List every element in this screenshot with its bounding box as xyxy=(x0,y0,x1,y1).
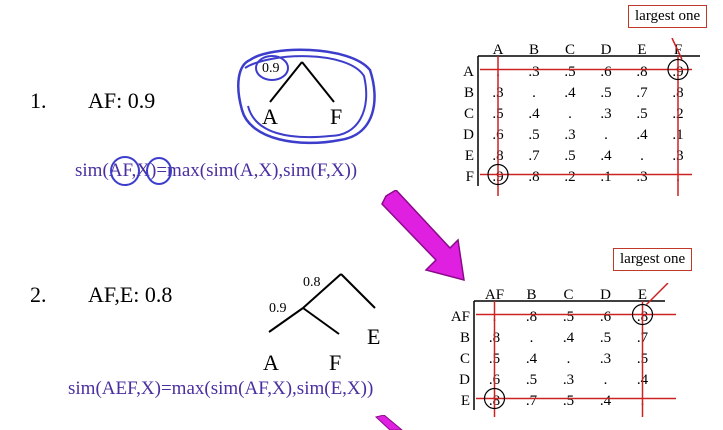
matrix-cell: . xyxy=(604,127,608,143)
step-1-leaf-a: A xyxy=(262,104,278,129)
step-2-leaf-a: A xyxy=(263,350,279,375)
matrix-cell: .5 xyxy=(564,148,575,164)
matrix-cell: .5 xyxy=(528,127,539,143)
step-2-leaf-e: E xyxy=(367,324,380,349)
matrix-cell: .5 xyxy=(600,85,611,101)
step-2-height-inner: 0.9 xyxy=(269,301,287,316)
matrix-col-header: C xyxy=(565,42,575,58)
matrix-cell: .7 xyxy=(528,148,540,164)
matrix-row-header: E xyxy=(461,393,470,409)
matrix-row-header: C xyxy=(460,351,470,367)
matrix-cell: .5 xyxy=(564,64,575,80)
transition-arrow xyxy=(381,190,465,282)
max-circle xyxy=(487,163,509,186)
step-2-matrix: AFBCDEAF..8.5.6.8B.8..4.5.7C.5.4..3.5D.6… xyxy=(451,283,676,417)
matrix-col-header: B xyxy=(526,287,536,303)
matrix-cell: .3 xyxy=(600,351,611,367)
matrix-col-header: D xyxy=(600,287,611,303)
matrix-row-header: B xyxy=(460,330,470,346)
matrix-cell: .4 xyxy=(563,330,575,346)
matrix-cell: .6 xyxy=(600,64,612,80)
matrix-cell: .8 xyxy=(526,309,537,325)
matrix-row-header: E xyxy=(465,148,474,164)
matrix-cell: . xyxy=(567,351,571,367)
step-2-number: 2. xyxy=(30,282,47,307)
matrix-col-header: E xyxy=(638,287,647,303)
matrix-cell: .5 xyxy=(563,393,574,409)
matrix-cell: . xyxy=(640,148,644,164)
callout-pointer xyxy=(671,38,683,60)
pen-scribble-circle xyxy=(237,48,376,145)
step-1-dendrogram: 0.9 A F xyxy=(237,48,376,145)
matrix-col-header: A xyxy=(493,42,504,58)
max-circle xyxy=(483,387,506,410)
step-1-formula: sim(AF,X)=max(sim(A,X),sim(F,X)) xyxy=(75,160,358,181)
matrix-row-header: F xyxy=(466,169,474,185)
step-2-leaf-f: F xyxy=(329,350,341,375)
step-1-label: AF: 0.9 xyxy=(88,88,156,113)
matrix-cell: . xyxy=(568,106,572,122)
matrix-cell: .3 xyxy=(636,169,647,185)
max-circle xyxy=(667,58,689,81)
height-circle xyxy=(255,55,289,81)
step-2-formula: sim(AEF,X)=max(sim(AF,X),sim(E,X)) xyxy=(68,378,374,399)
step-2-label: AF,E: 0.8 xyxy=(88,282,173,307)
step-1-number: 1. xyxy=(30,88,47,113)
matrix-cell: .3 xyxy=(600,106,611,122)
matrix-cell: .3 xyxy=(528,64,539,80)
matrix-cell: .1 xyxy=(600,169,611,185)
max-circle xyxy=(631,303,654,326)
matrix-cell: .3 xyxy=(563,372,574,388)
matrix-cell: .5 xyxy=(600,330,611,346)
matrix-row-header: A xyxy=(463,64,474,80)
matrix-cell: .4 xyxy=(636,127,648,143)
matrix-col-header: C xyxy=(563,287,573,303)
matrix-cell: .7 xyxy=(636,85,648,101)
matrix-cell: .8 xyxy=(528,169,539,185)
matrix-cell: .2 xyxy=(564,169,575,185)
matrix-cell: .3 xyxy=(564,127,575,143)
matrix-cell: .4 xyxy=(600,148,612,164)
matrix-col-header: E xyxy=(637,42,646,58)
matrix-cell: . xyxy=(604,372,608,388)
matrix-cell: .8 xyxy=(636,64,647,80)
matrix-row-header: C xyxy=(464,106,474,122)
matrix-col-header: B xyxy=(529,42,539,58)
matrix-cell: .4 xyxy=(528,106,540,122)
matrix-cell: .4 xyxy=(600,393,612,409)
matrix-cell: .6 xyxy=(600,309,612,325)
matrix-row-header: D xyxy=(463,127,474,143)
step-2-callout: largest one xyxy=(613,248,693,271)
step-1-height-label: 0.9 xyxy=(262,61,280,76)
matrix-col-header: D xyxy=(601,42,612,58)
matrix-cell: . xyxy=(532,85,536,101)
step-1-callout: largest one xyxy=(628,5,708,28)
matrix-cell: . xyxy=(530,330,534,346)
transition-arrow-2 xyxy=(374,415,403,430)
step-2-dendrogram: 0.8 0.9 A F E xyxy=(263,273,380,375)
step-1-leaf-f: F xyxy=(330,104,342,129)
matrix-row-header: D xyxy=(459,372,470,388)
matrix-col-header: AF xyxy=(485,287,504,303)
matrix-row-header: AF xyxy=(451,309,470,325)
matrix-cell: .4 xyxy=(526,351,538,367)
matrix-cell: .5 xyxy=(636,106,647,122)
matrix-cell: .4 xyxy=(564,85,576,101)
matrix-cell: .7 xyxy=(526,393,538,409)
matrix-row-header: B xyxy=(464,85,474,101)
step-1-matrix: ABCDEFA..3.5.6.8.9B.3..4.5.7.8C.5.4..3.5… xyxy=(463,38,700,196)
matrix-cell: .5 xyxy=(526,372,537,388)
callout-pointer xyxy=(645,283,669,306)
formula-pen-marks xyxy=(110,156,172,186)
step-2-height-top: 0.8 xyxy=(303,275,321,290)
matrix-cell: .5 xyxy=(563,309,574,325)
